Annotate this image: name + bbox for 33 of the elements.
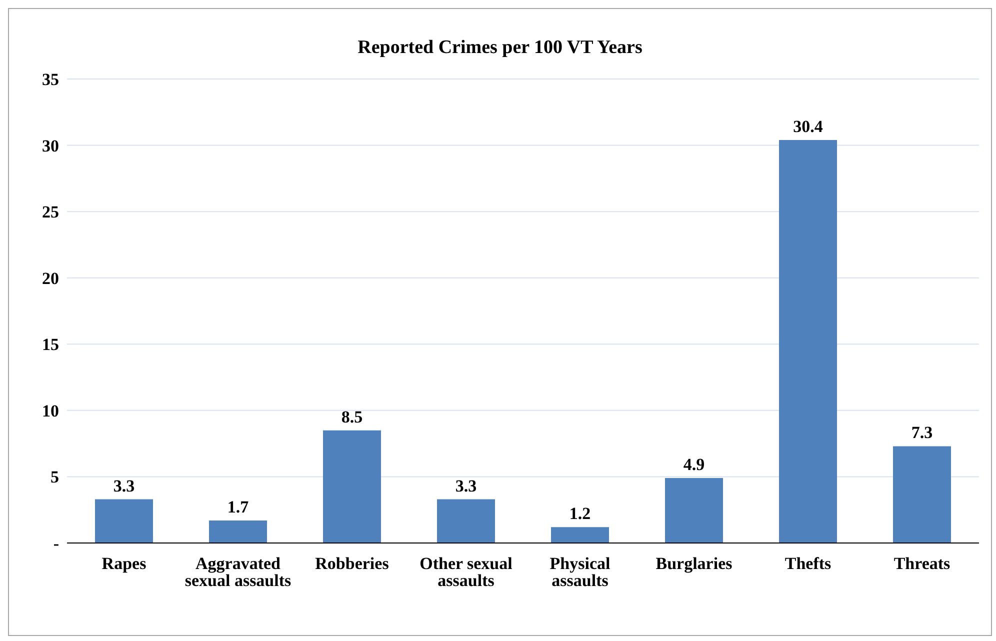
- x-tick-label: Threats: [894, 554, 951, 574]
- data-label: 4.9: [683, 455, 705, 474]
- y-tick-label: 30: [42, 136, 59, 156]
- data-label: 30.4: [793, 116, 824, 136]
- x-tick-label: Rapes: [102, 554, 147, 574]
- bar: [437, 499, 495, 543]
- bar: [779, 140, 837, 543]
- data-label: 3.3: [455, 476, 477, 496]
- x-tick-label: Robberies: [315, 554, 390, 574]
- data-label: 1.7: [227, 497, 250, 516]
- data-label: 7.3: [911, 423, 933, 442]
- bar: [323, 430, 381, 543]
- y-tick-label: 35: [42, 70, 59, 90]
- bar: [551, 527, 609, 543]
- x-tick-label: Aggravated sexual assaults: [184, 554, 292, 590]
- x-tick-label: Physical assaults: [550, 554, 610, 590]
- chart-title: Reported Crimes per 100 VT Years: [356, 37, 644, 59]
- y-tick-label: 20: [42, 268, 59, 288]
- x-tick-label: Other sexual assaults: [420, 554, 513, 590]
- y-tick-label: 15: [42, 335, 59, 354]
- bar: [95, 499, 153, 543]
- bar: [665, 478, 723, 543]
- y-tick-label: 10: [42, 401, 59, 420]
- data-label: 1.2: [569, 504, 591, 524]
- y-tick-label: 5: [50, 468, 59, 487]
- data-label: 8.5: [341, 407, 363, 426]
- x-tick-label: Burglaries: [656, 554, 733, 574]
- y-tick-label: -: [53, 534, 60, 554]
- bar: [893, 446, 951, 543]
- x-tick-label: Thefts: [784, 554, 832, 574]
- data-label: 3.3: [113, 476, 135, 496]
- bar: [209, 520, 267, 543]
- y-tick-label: 25: [42, 202, 59, 222]
